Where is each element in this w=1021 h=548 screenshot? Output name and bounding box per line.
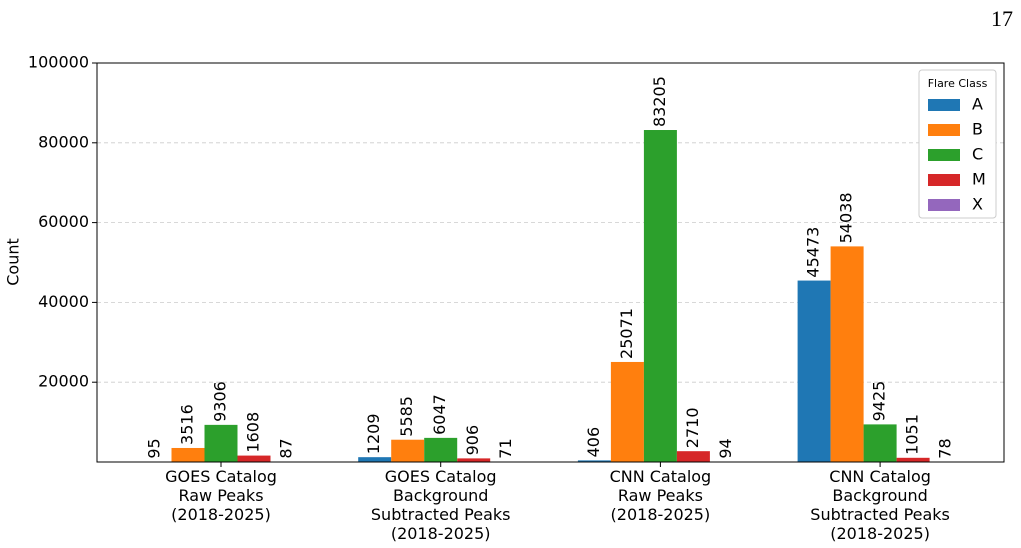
value-label: 94 xyxy=(716,438,735,458)
value-label: 1608 xyxy=(244,412,263,453)
value-label: 87 xyxy=(277,438,296,458)
bar xyxy=(457,458,491,462)
legend-label: M xyxy=(972,170,986,189)
value-label: 25071 xyxy=(617,308,636,359)
bar xyxy=(577,460,611,462)
value-label: 54038 xyxy=(837,192,856,243)
bar xyxy=(830,246,864,462)
value-label: 95 xyxy=(145,438,164,458)
legend-swatch xyxy=(928,174,960,186)
bar xyxy=(797,280,831,462)
bar xyxy=(391,439,425,462)
legend-label: X xyxy=(972,195,983,214)
value-label: 2710 xyxy=(683,407,702,448)
value-label: 9425 xyxy=(870,381,889,422)
legend-swatch xyxy=(928,199,960,211)
value-label: 71 xyxy=(496,438,515,458)
bar xyxy=(676,451,710,462)
bar xyxy=(237,455,271,462)
value-label: 906 xyxy=(463,425,482,456)
value-label: 1051 xyxy=(903,414,922,455)
legend-swatch xyxy=(928,149,960,161)
bar xyxy=(896,457,930,462)
bar xyxy=(171,447,205,462)
legend-label: A xyxy=(972,95,983,114)
legend-title: Flare Class xyxy=(928,77,988,90)
bar xyxy=(863,424,897,462)
x-tick-label: CNN Catalog Raw Peaks (2018-2025) xyxy=(609,467,712,524)
x-tick-label: GOES Catalog Background Subtracted Peaks… xyxy=(370,467,511,543)
value-label: 6047 xyxy=(430,394,449,435)
y-tick-label: 60000 xyxy=(38,212,89,231)
value-label: 45473 xyxy=(804,227,823,278)
y-axis-label: Count xyxy=(4,238,23,286)
value-label: 406 xyxy=(584,427,603,458)
value-label: 83205 xyxy=(650,76,669,127)
x-tick-label: CNN Catalog Background Subtracted Peaks … xyxy=(810,467,950,543)
bar xyxy=(610,361,644,462)
value-label: 3516 xyxy=(178,404,197,445)
legend-box xyxy=(918,69,997,219)
bar xyxy=(358,457,392,462)
legend-label: B xyxy=(972,120,983,139)
bar xyxy=(424,437,458,462)
y-tick-label: 80000 xyxy=(38,132,89,151)
bar xyxy=(643,130,677,462)
x-tick-label: GOES Catalog Raw Peaks (2018-2025) xyxy=(165,467,277,524)
legend-label: C xyxy=(972,145,983,164)
plot-frame xyxy=(96,62,1005,463)
y-tick-label: 100000 xyxy=(28,53,89,72)
legend-swatch xyxy=(928,99,960,111)
y-tick-label: 20000 xyxy=(38,372,89,391)
value-label: 78 xyxy=(936,438,955,458)
value-label: 1209 xyxy=(364,413,383,454)
page-number: 17 xyxy=(991,6,1013,31)
value-label: 5585 xyxy=(397,396,416,437)
legend-swatch xyxy=(928,124,960,136)
bar xyxy=(204,424,238,462)
y-tick-label: 40000 xyxy=(38,292,89,311)
value-label: 9306 xyxy=(211,381,230,422)
